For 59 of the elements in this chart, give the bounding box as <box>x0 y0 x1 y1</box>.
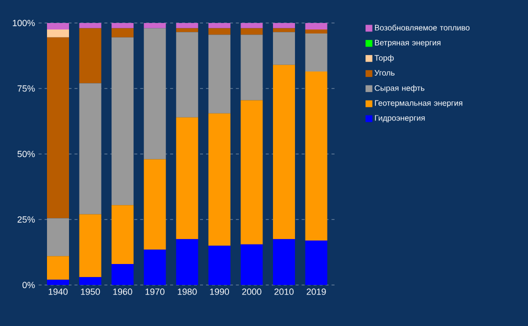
bar <box>47 256 69 280</box>
bar <box>240 34 263 100</box>
y-tick-label: 0% <box>22 282 35 288</box>
bar <box>208 113 230 246</box>
bar <box>47 30 69 38</box>
bar <box>144 22 166 28</box>
bar <box>176 32 198 118</box>
bar <box>208 22 230 28</box>
bar <box>79 83 102 214</box>
bar <box>79 28 102 84</box>
bar <box>79 22 102 28</box>
bar <box>112 37 134 206</box>
bar <box>272 28 295 32</box>
x-tick-label: 1940 <box>48 288 68 295</box>
bar <box>176 239 198 285</box>
bar <box>272 239 295 285</box>
x-tick-label: 2000 <box>242 288 262 295</box>
bar <box>305 30 328 34</box>
bar <box>144 28 166 160</box>
bar <box>272 22 295 28</box>
x-tick-label: 1960 <box>113 288 132 295</box>
bar <box>305 240 328 285</box>
bar <box>305 33 328 72</box>
bar <box>112 205 134 264</box>
bar <box>240 22 263 28</box>
x-tick-label: 2019 <box>306 288 326 295</box>
bar <box>208 246 230 285</box>
bar <box>79 277 102 285</box>
y-tick-label: 25% <box>18 216 35 223</box>
y-tick-label: 75% <box>18 85 35 92</box>
x-tick-label: 1980 <box>178 288 197 295</box>
bar <box>240 244 263 285</box>
x-tick-label: 1970 <box>146 288 164 295</box>
x-tick-label: 2010 <box>274 288 294 295</box>
bar <box>208 34 230 114</box>
bar <box>112 264 134 285</box>
bar <box>176 28 198 32</box>
bar <box>112 22 134 28</box>
bar <box>240 100 263 244</box>
x-tick-label: 1990 <box>210 288 230 295</box>
y-tick-label: 100% <box>12 20 35 26</box>
bar <box>176 117 198 240</box>
bar <box>112 28 134 38</box>
bar <box>208 28 230 35</box>
bar <box>272 32 295 65</box>
bar <box>305 71 328 240</box>
bar <box>144 250 166 285</box>
bar <box>79 214 102 278</box>
x-tick-label: 1950 <box>80 288 100 295</box>
bar <box>144 159 166 250</box>
bar <box>47 22 69 30</box>
bar <box>272 64 295 240</box>
bar <box>176 22 198 28</box>
bar <box>305 22 328 30</box>
y-tick-label: 50% <box>18 150 35 158</box>
bar <box>47 280 69 285</box>
bar <box>47 218 69 256</box>
bar <box>240 28 263 35</box>
bar <box>47 37 69 218</box>
